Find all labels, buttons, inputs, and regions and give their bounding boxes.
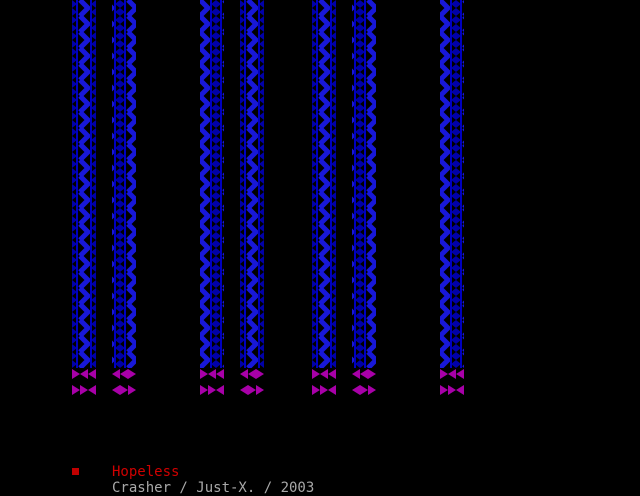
credits: Crasher / Just-X. / 2003 [112, 480, 314, 496]
stripe [200, 0, 224, 368]
stripe [352, 0, 376, 368]
stripe [440, 0, 464, 368]
stripes [72, 0, 464, 395]
stripe [312, 0, 336, 368]
stripe [72, 0, 96, 368]
stripe [240, 0, 264, 368]
bullet [72, 468, 79, 475]
stripe [112, 0, 136, 368]
title: Hopeless [112, 464, 179, 480]
